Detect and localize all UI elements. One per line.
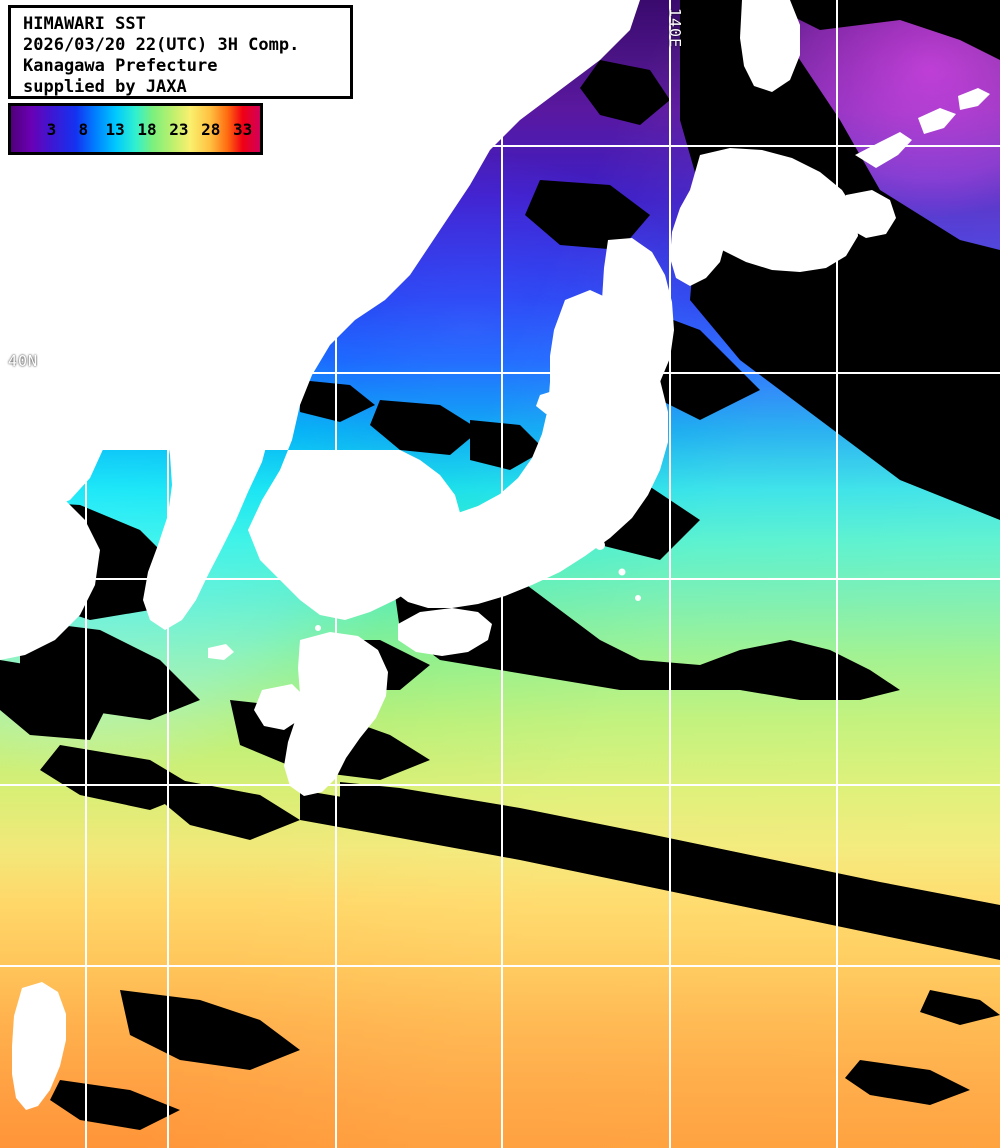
colorbar-tick: 8 — [78, 119, 89, 139]
title-line-region: Kanagawa Prefecture — [23, 56, 218, 76]
title-line-product: HIMAWARI SST — [23, 14, 146, 34]
colorbar-tick: 3 — [46, 119, 57, 139]
colorbar-tick: 28 — [201, 119, 221, 139]
title-line-datetime: 2026/03/20 22(UTC) 3H Comp. — [23, 35, 300, 55]
sst-colorbar: 3 8 13 18 23 28 33 — [8, 103, 263, 155]
colorbar-tick: 23 — [169, 119, 189, 139]
title-line-source: supplied by JAXA — [23, 77, 187, 97]
colorbar-gradient — [11, 106, 260, 152]
colorbar-tick: 13 — [105, 119, 125, 139]
colorbar-tick-labels: 3 8 13 18 23 28 33 — [11, 106, 260, 152]
colorbar-tick: 18 — [137, 119, 157, 139]
colorbar-tick: 33 — [232, 119, 253, 139]
title-legend-box: HIMAWARI SST 2026/03/20 22(UTC) 3H Comp.… — [8, 5, 353, 99]
